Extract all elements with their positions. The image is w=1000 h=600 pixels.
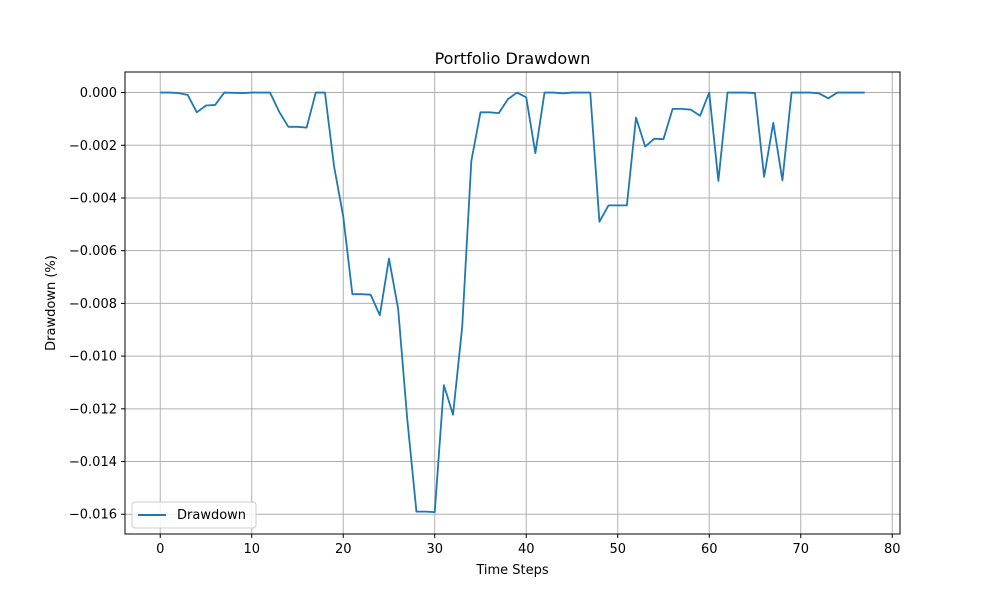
x-tick-label: 0 (156, 542, 164, 557)
x-axis-label: Time Steps (475, 563, 549, 578)
y-tick-label: 0.000 (80, 86, 117, 101)
y-tick-label: −0.004 (69, 191, 117, 206)
y-tick-label: −0.002 (69, 139, 117, 154)
x-tick-label: 10 (243, 542, 260, 557)
grid-lines (125, 72, 900, 534)
x-axis-ticks: 0 10 20 30 40 50 60 70 80 (156, 534, 900, 557)
y-tick-label: −0.006 (69, 244, 117, 259)
x-tick-label: 70 (792, 542, 809, 557)
drawdown-series-line (160, 91, 865, 514)
x-tick-label: 30 (426, 542, 443, 557)
legend: Drawdown (131, 501, 257, 529)
series-lines (160, 91, 865, 514)
legend-label: Drawdown (177, 508, 246, 523)
y-axis-label: Drawdown (%) (44, 255, 59, 351)
y-tick-label: −0.010 (69, 350, 117, 365)
x-tick-label: 20 (335, 542, 352, 557)
y-axis-ticks: 0.000 −0.002 −0.004 −0.006 −0.008 −0.010 −0.01… (69, 86, 125, 523)
legend-box (131, 501, 257, 529)
x-tick-label: 80 (884, 542, 901, 557)
y-tick-label: −0.012 (69, 402, 117, 417)
y-tick-label: −0.016 (69, 508, 117, 523)
x-tick-label: 50 (609, 542, 626, 557)
y-tick-label: −0.014 (69, 455, 117, 470)
chart-title: Portfolio Drawdown (435, 49, 591, 68)
x-tick-label: 60 (701, 542, 718, 557)
y-tick-label: −0.008 (69, 297, 117, 312)
x-tick-label: 40 (518, 542, 535, 557)
